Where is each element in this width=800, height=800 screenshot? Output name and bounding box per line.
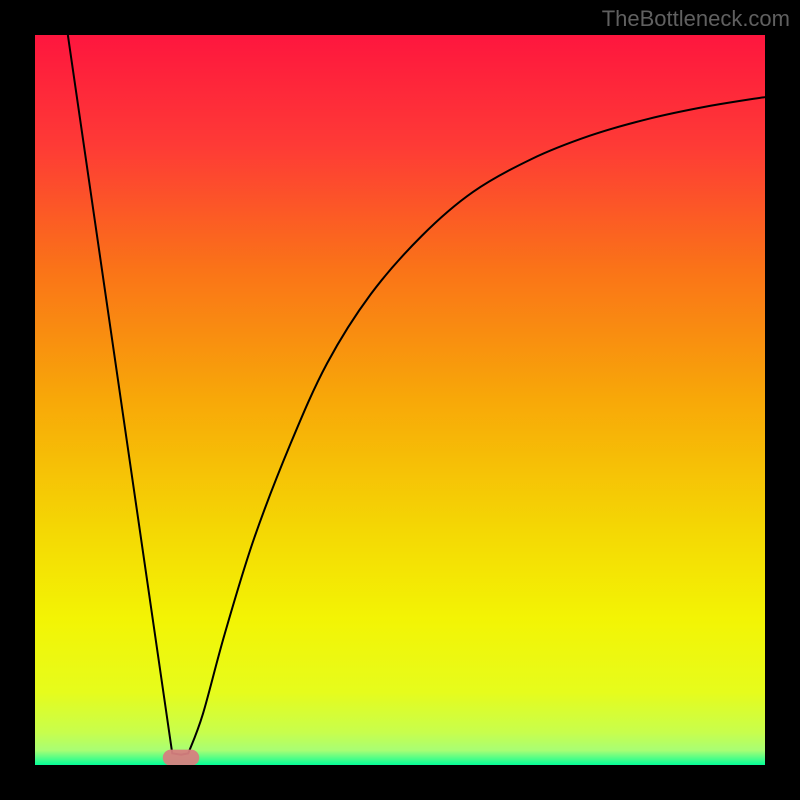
optimal-marker	[163, 750, 200, 765]
chart-container: TheBottleneck.com	[0, 0, 800, 800]
watermark-text: TheBottleneck.com	[602, 6, 790, 32]
chart-svg	[35, 35, 765, 765]
plot-area	[35, 35, 765, 765]
gradient-background	[35, 35, 765, 765]
